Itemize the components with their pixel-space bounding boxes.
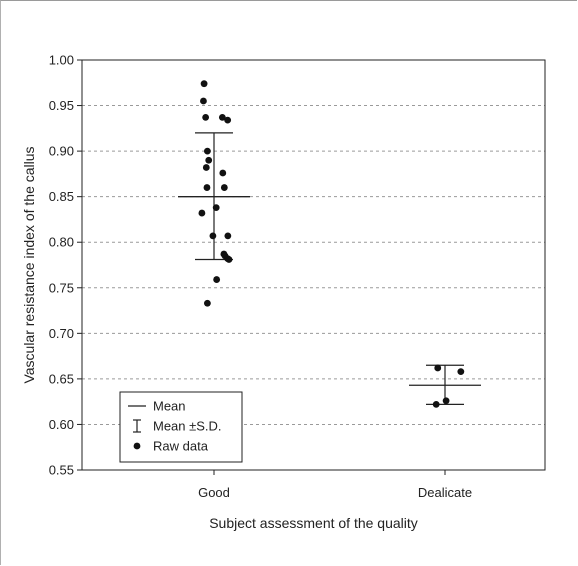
- y-axis-title: Vascular resistance index of the callus: [21, 146, 37, 383]
- raw-data-point: [213, 276, 221, 283]
- raw-data-point: [457, 368, 465, 375]
- y-tick-label: 0.65: [49, 371, 74, 386]
- legend-label: Mean: [153, 399, 186, 414]
- legend-box: [119, 391, 243, 463]
- raw-data-point: [200, 97, 207, 105]
- raw-data-point: [220, 184, 228, 191]
- gridlines: [82, 105, 545, 425]
- y-axis: 0.55 0.60 0.65 0.70 0.75 0.80 0.85 0.90 0.95 1.00: [49, 53, 82, 478]
- x-tick-label: Dealicate: [418, 485, 472, 500]
- y-tick-label: 0.60: [49, 417, 74, 432]
- raw-data-point: [200, 80, 208, 88]
- raw-data-point: [219, 169, 227, 177]
- raw-data-point: [204, 147, 211, 155]
- raw-data-point: [205, 156, 213, 164]
- y-tick-label: 0.70: [49, 326, 74, 341]
- raw-data-point: [225, 256, 233, 263]
- raw-data-point: [202, 164, 210, 171]
- y-tick-label: 0.85: [49, 189, 74, 204]
- raw-data-point: [224, 232, 232, 240]
- y-tick-label: 1.00: [49, 53, 74, 68]
- y-tick-label: 0.95: [49, 98, 74, 113]
- raw-data-point: [432, 401, 440, 408]
- raw-data-point: [434, 364, 442, 372]
- plot-area: [81, 59, 546, 471]
- x-axis: Good Dealicate: [198, 470, 472, 500]
- raw-data-point: [224, 116, 232, 124]
- y-tick-label: 0.55: [49, 463, 74, 478]
- raw-data-point: [203, 184, 211, 191]
- raw-data-point: [218, 114, 226, 121]
- legend-dot-symbol: [133, 442, 141, 450]
- x-tick-label: Good: [198, 485, 230, 500]
- legend-label: Raw data: [153, 439, 209, 454]
- raw-data-point: [202, 114, 210, 121]
- y-tick-label: 0.90: [49, 144, 74, 159]
- raw-data-point: [442, 397, 450, 405]
- raw-data-point: [198, 209, 206, 217]
- y-tick-label: 0.75: [49, 280, 74, 295]
- raw-data-point: [212, 204, 220, 212]
- y-tick-label: 0.80: [49, 235, 74, 250]
- raw-data-point: [209, 232, 217, 240]
- data-marks: [178, 80, 481, 408]
- legend: Mean Mean ±S.D. Raw data: [119, 391, 243, 463]
- legend-label: Mean ±S.D.: [153, 419, 222, 434]
- x-axis-title: Subject assessment of the quality: [209, 515, 418, 531]
- raw-data-point: [204, 299, 211, 307]
